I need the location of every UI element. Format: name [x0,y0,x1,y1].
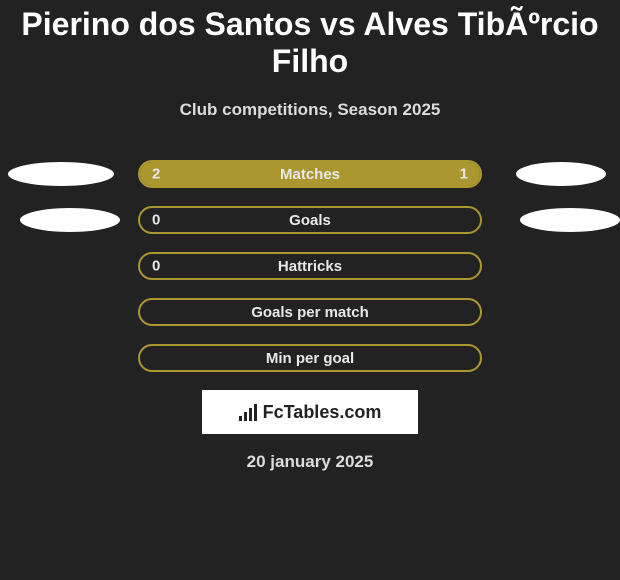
player-ellipse-left [20,208,120,232]
stat-label: Goals [289,212,331,229]
stat-value-right: 1 [460,166,468,183]
stat-bar: 0 Goals [138,206,482,234]
player-ellipse-right [516,162,606,186]
stat-row: 0 Goals [0,206,620,234]
stat-row: 0 Hattricks [0,252,620,280]
stat-row: Goals per match [0,298,620,326]
logo: FcTables.com [239,402,382,423]
stat-value-left: 2 [152,166,160,183]
logo-bars-icon [239,403,257,421]
stat-value-left: 0 [152,258,160,275]
stat-label: Goals per match [251,304,369,321]
stat-bar: Min per goal [138,344,482,372]
stat-value-left: 0 [152,212,160,229]
logo-text: FcTables.com [263,402,382,423]
player-ellipse-right [520,208,620,232]
stats-container: 2 1 Matches 0 Goals 0 Hattricks Goals per match… [0,160,620,372]
stat-bar: 0 Hattricks [138,252,482,280]
stat-row: Min per goal [0,344,620,372]
stat-row: 2 1 Matches [0,160,620,188]
stat-label: Hattricks [278,258,342,275]
logo-box: FcTables.com [202,390,418,434]
stat-bar: 2 1 Matches [138,160,482,188]
stat-label: Matches [280,166,340,183]
stat-bar: Goals per match [138,298,482,326]
date-label: 20 january 2025 [0,452,620,472]
subtitle: Club competitions, Season 2025 [0,100,620,120]
player-ellipse-left [8,162,114,186]
stat-label: Min per goal [266,350,354,367]
page-title: Pierino dos Santos vs Alves TibÃºrcio Fi… [0,0,620,80]
